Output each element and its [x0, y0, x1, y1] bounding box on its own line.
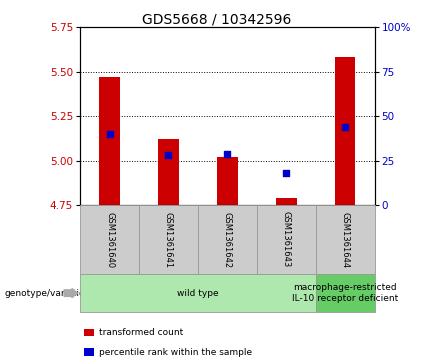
Point: [342, 124, 349, 130]
Point: [224, 151, 231, 156]
Text: GSM1361644: GSM1361644: [341, 212, 349, 268]
Point: [106, 131, 113, 137]
Text: GSM1361641: GSM1361641: [164, 212, 173, 268]
Bar: [158, 139, 179, 205]
Bar: [99, 77, 120, 205]
Point: [283, 170, 290, 176]
Text: GDS5668 / 10342596: GDS5668 / 10342596: [142, 13, 291, 27]
Bar: [276, 198, 297, 205]
Text: genotype/variation: genotype/variation: [4, 289, 90, 298]
Bar: [217, 157, 238, 205]
Bar: [335, 57, 355, 205]
Text: macrophage-restricted
IL-10 receptor deficient: macrophage-restricted IL-10 receptor def…: [292, 283, 398, 303]
Text: GSM1361642: GSM1361642: [223, 212, 232, 268]
Text: transformed count: transformed count: [99, 328, 184, 337]
Text: wild type: wild type: [177, 289, 219, 298]
Point: [165, 152, 172, 158]
Text: percentile rank within the sample: percentile rank within the sample: [99, 348, 252, 356]
Text: GSM1361640: GSM1361640: [105, 212, 114, 268]
Text: GSM1361643: GSM1361643: [282, 212, 291, 268]
